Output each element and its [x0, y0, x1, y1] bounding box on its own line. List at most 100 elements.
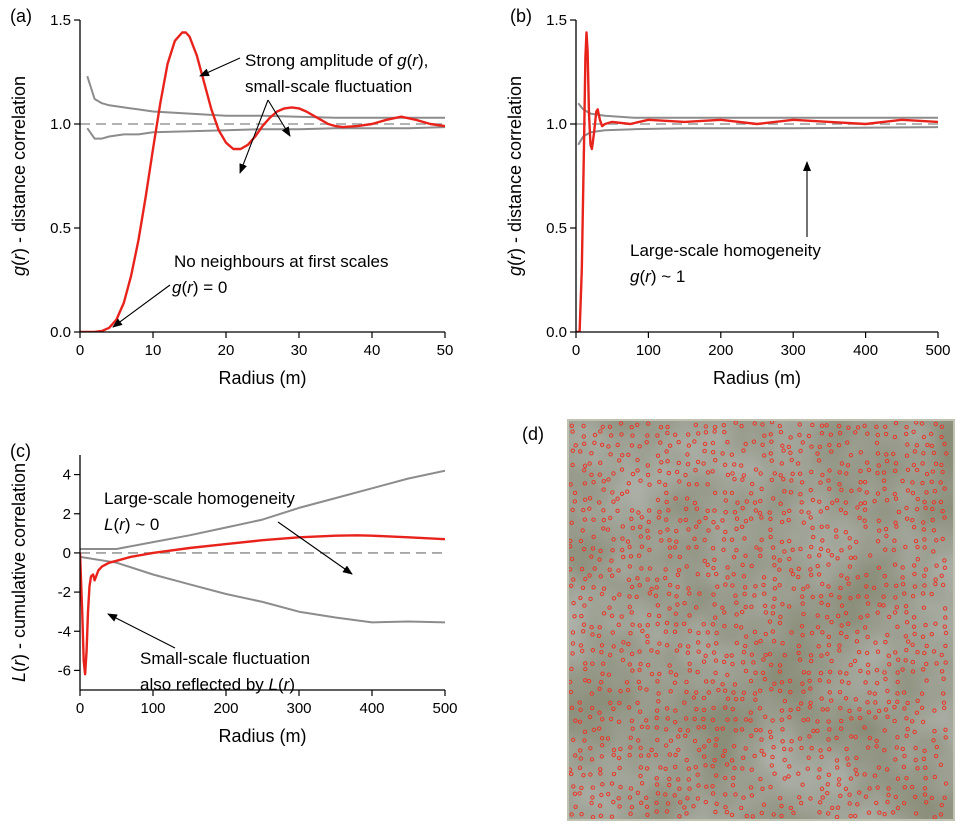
detected-point — [839, 548, 844, 553]
detected-point — [577, 700, 582, 705]
detected-point — [724, 810, 730, 815]
detected-point — [770, 611, 776, 616]
detected-point — [586, 678, 592, 684]
panel-c-annotations: Large-scale homogeneity L(r) ~ 0 Small-s… — [104, 489, 353, 694]
detected-point — [734, 548, 739, 553]
detected-point — [922, 583, 927, 588]
detected-point — [893, 757, 898, 762]
detected-point — [810, 525, 815, 530]
detected-point — [611, 596, 617, 601]
detected-point — [615, 508, 620, 513]
panel-b-y-tick-label: 1.0 — [546, 116, 567, 133]
detected-point — [597, 557, 602, 562]
detected-point — [893, 420, 899, 426]
detected-point — [900, 575, 905, 580]
detected-point — [845, 576, 850, 581]
detected-point — [788, 707, 793, 713]
detected-point — [743, 585, 748, 590]
detected-point — [893, 461, 899, 466]
detected-point — [835, 556, 840, 561]
detected-point — [653, 593, 659, 598]
detected-point — [942, 624, 947, 629]
detected-point — [920, 461, 925, 466]
detected-point — [749, 652, 755, 657]
detected-point — [693, 765, 698, 770]
detected-point — [599, 650, 604, 655]
detected-point — [762, 591, 767, 596]
panel-b-series-upper-envelope — [577, 102, 938, 119]
detected-point — [605, 527, 611, 532]
detected-point — [819, 754, 824, 760]
detected-point — [781, 477, 786, 482]
detected-point — [759, 537, 764, 542]
detected-point — [827, 468, 832, 473]
detected-point — [696, 630, 701, 636]
detected-point — [827, 727, 832, 732]
detected-point — [714, 726, 720, 731]
detected-point — [768, 784, 773, 790]
panel-b-y-tick-label: 0.5 — [546, 220, 567, 237]
detected-point — [618, 421, 624, 426]
detected-point — [768, 735, 774, 740]
detected-point — [730, 661, 735, 667]
detected-point — [877, 810, 882, 815]
detected-point — [684, 496, 690, 501]
detected-point — [646, 535, 651, 540]
detected-point — [779, 813, 784, 819]
detected-point — [655, 453, 661, 458]
detected-point — [895, 735, 900, 740]
detected-point — [580, 585, 586, 590]
detected-point — [904, 505, 909, 511]
detected-point — [686, 586, 691, 591]
detected-point — [741, 473, 747, 478]
detected-point — [579, 613, 584, 619]
detected-point — [570, 448, 575, 453]
detected-point — [892, 538, 897, 543]
detected-point — [703, 763, 708, 768]
detected-point — [659, 460, 664, 465]
detected-point — [771, 745, 776, 750]
detected-point — [723, 510, 728, 515]
detected-point — [663, 743, 669, 748]
detected-point — [904, 425, 909, 430]
detected-point — [910, 669, 916, 674]
detected-point — [758, 471, 763, 476]
detected-point — [601, 661, 606, 666]
detected-point — [721, 659, 727, 665]
detected-point — [847, 708, 852, 714]
detected-point — [933, 577, 938, 582]
detected-point — [849, 716, 854, 721]
detected-point — [713, 670, 718, 676]
detected-point — [839, 573, 844, 578]
detected-point — [874, 668, 880, 673]
detected-point — [863, 625, 868, 630]
detected-point — [914, 507, 920, 512]
detected-point — [610, 630, 615, 635]
detected-point — [703, 653, 708, 658]
detected-point — [786, 517, 791, 523]
detected-point — [749, 767, 754, 772]
detected-point — [862, 725, 867, 730]
panel-a-y-tick-label: 0.0 — [50, 324, 71, 341]
detected-point — [638, 753, 644, 758]
detected-point — [892, 610, 898, 615]
detected-point — [903, 634, 908, 639]
detected-point — [759, 515, 764, 520]
detected-point — [777, 688, 783, 693]
detected-point — [684, 689, 689, 695]
detected-point — [777, 669, 782, 674]
panel-c-x-tick-label: 200 — [213, 700, 238, 717]
detected-point — [684, 564, 689, 569]
detected-point — [733, 717, 738, 722]
detected-point — [606, 477, 611, 482]
detected-point — [675, 602, 680, 607]
detected-point — [733, 697, 739, 702]
detected-point — [655, 650, 660, 655]
detected-point — [912, 631, 917, 637]
detected-point — [920, 591, 926, 596]
detected-point — [734, 640, 739, 646]
detected-point — [915, 698, 920, 703]
detected-point — [686, 432, 691, 437]
detected-point — [806, 433, 812, 439]
detected-point — [819, 431, 825, 436]
